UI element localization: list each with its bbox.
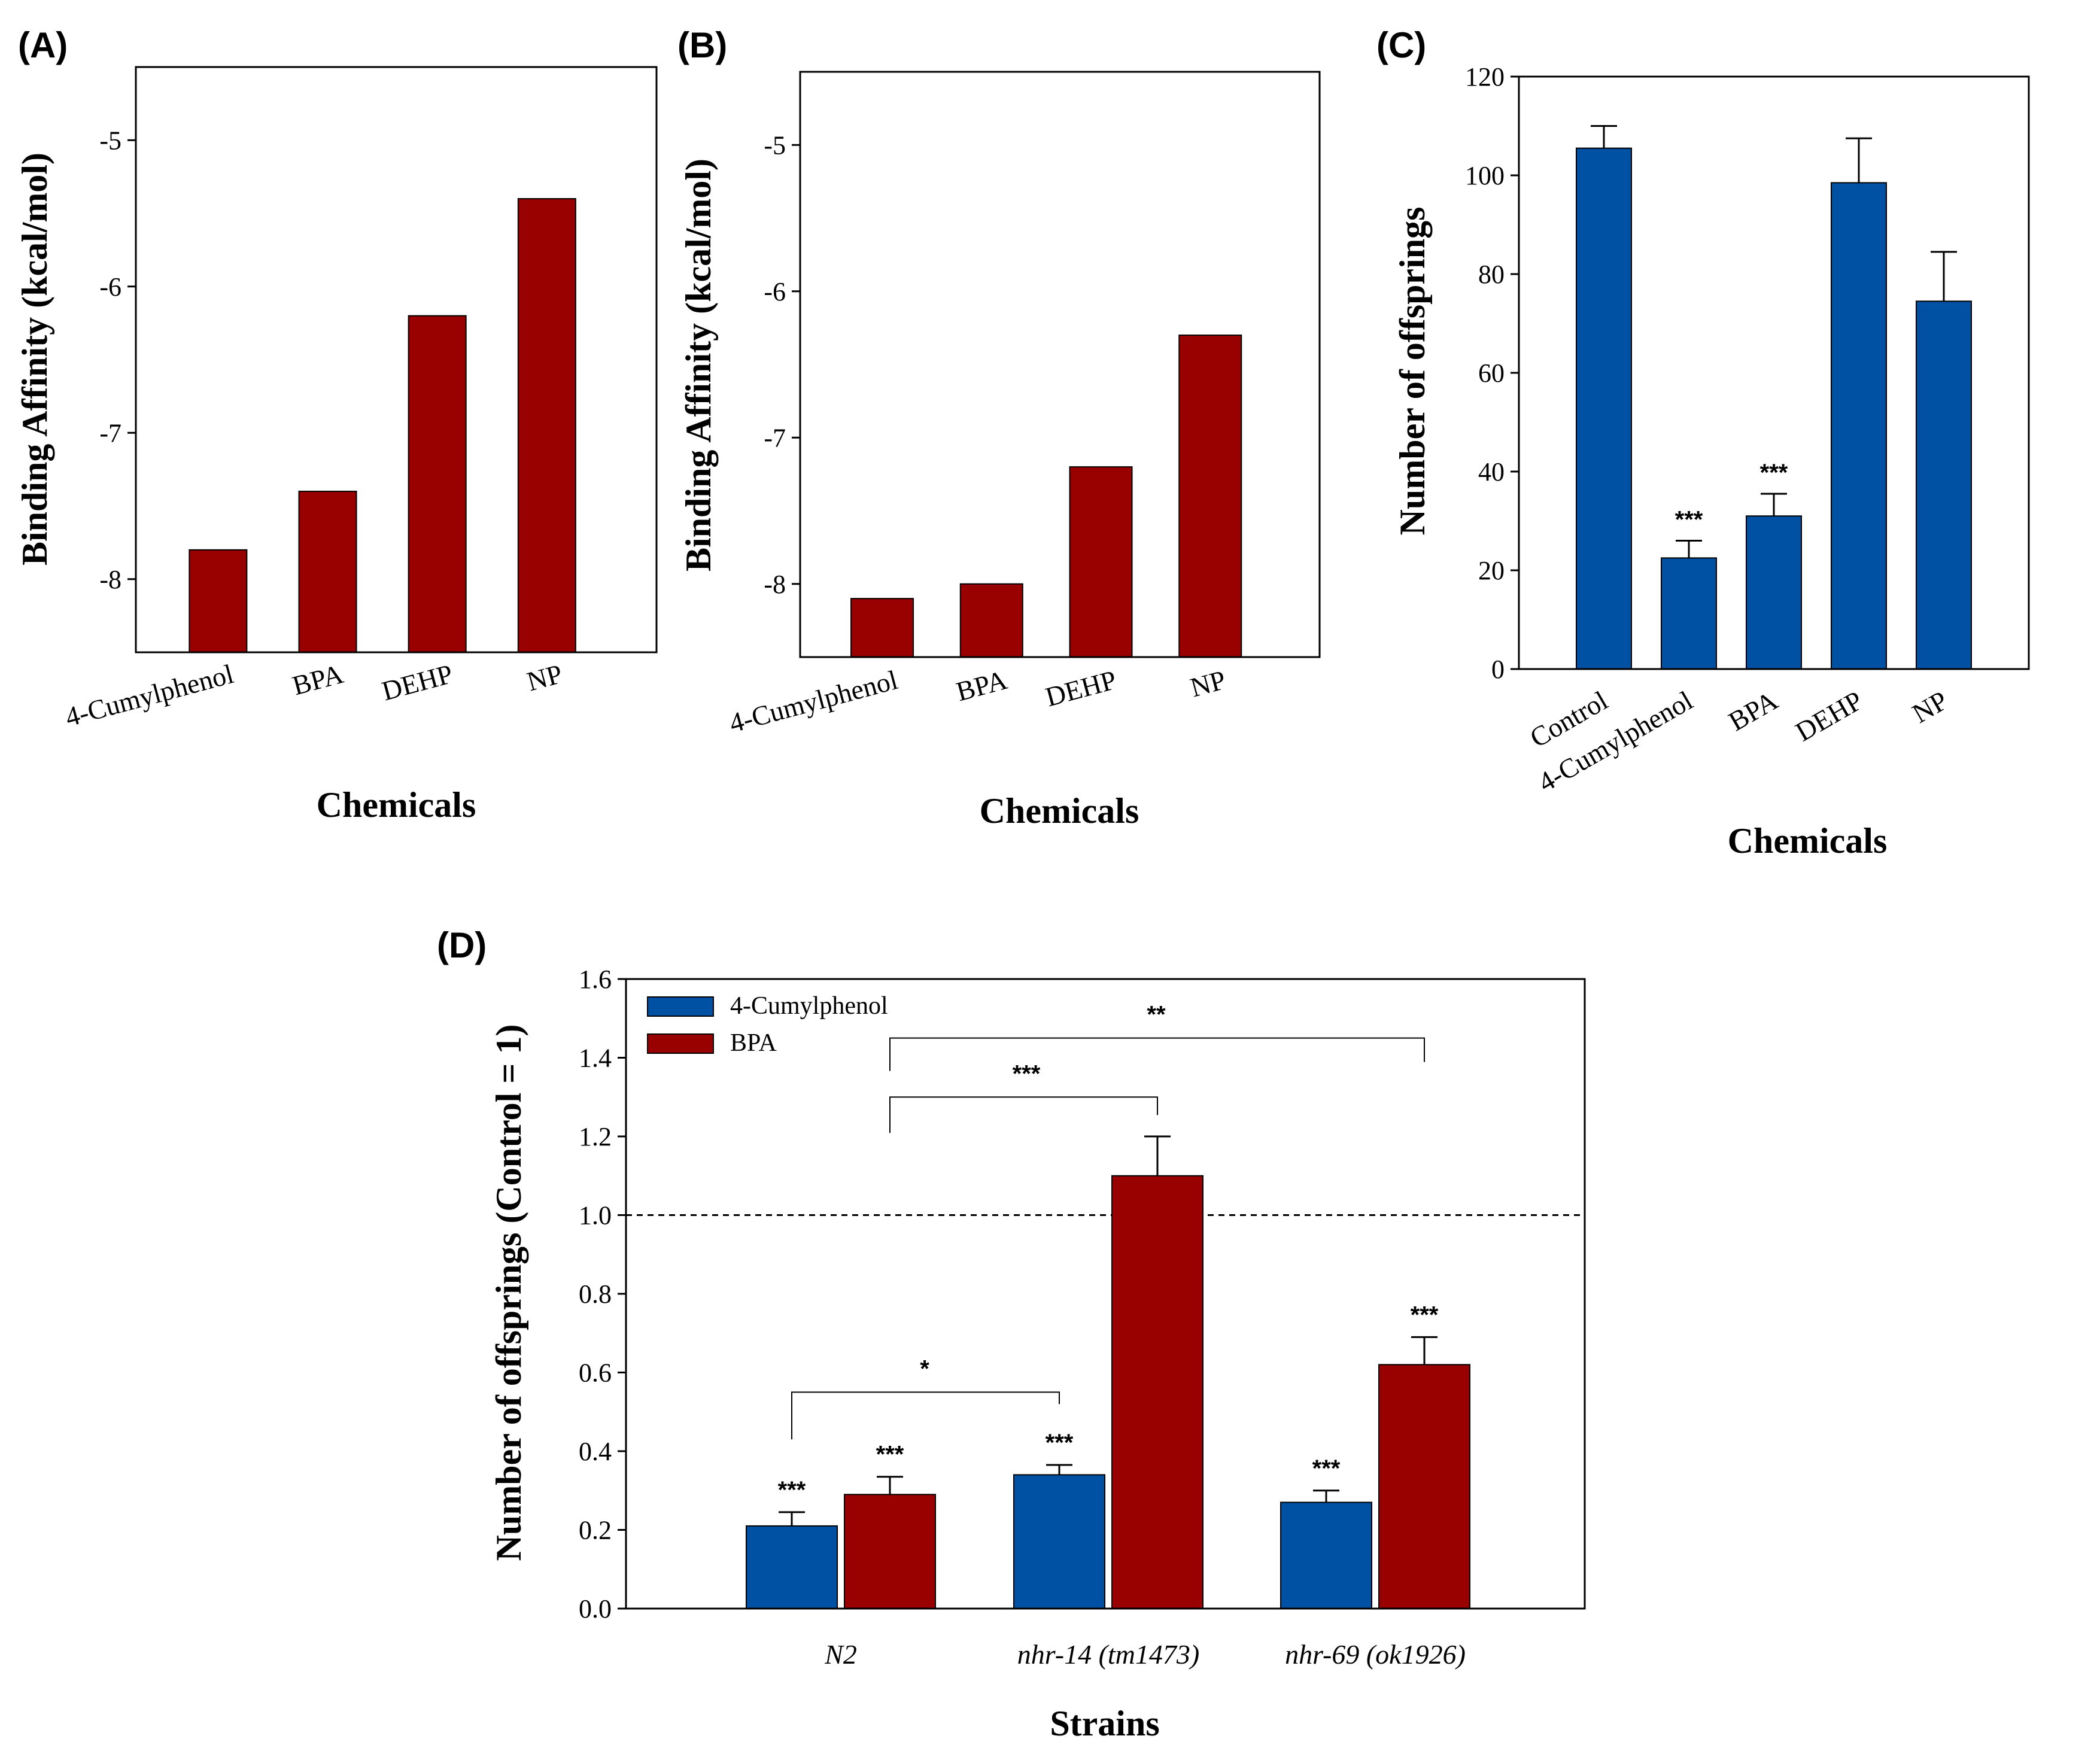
- plot-frame: [799, 71, 1321, 658]
- y-tick-label: -6: [764, 277, 786, 306]
- legend-label: 4-Cumylphenol: [730, 992, 888, 1020]
- comparison-bracket: [889, 1037, 1425, 1071]
- y-tick-label: -5: [99, 126, 121, 155]
- y-tick-label: -6: [99, 272, 121, 302]
- x-axis-title: Strains: [1050, 1704, 1159, 1743]
- y-tick-label: -8: [764, 570, 786, 599]
- legend-swatch: [647, 1033, 714, 1054]
- legend-swatch: [647, 996, 714, 1017]
- bar-bpa-n2: [844, 1494, 936, 1609]
- y-tick-label: 1.4: [579, 1044, 612, 1073]
- bar-dehp: [1069, 466, 1133, 658]
- x-tick-label: NP: [1187, 664, 1229, 703]
- x-tick-label: BPA: [953, 664, 1010, 707]
- y-tick-label: 1.6: [579, 965, 612, 994]
- panel-a: (A) 4-Cumylphenol BPA DEHP NP -8 -7 -6 -5 Binding…: [15, 25, 658, 825]
- x-tick-label: DEHP: [379, 658, 456, 706]
- panel-label: (A): [18, 25, 68, 65]
- significance-label: ***: [1312, 1455, 1341, 1482]
- panel-c: (C)Control***4-Cumylphenol***BPA DEHP NP02…: [1376, 25, 2030, 861]
- bar-4-cumylphenol: [850, 598, 914, 658]
- bar-dehp: [1831, 182, 1887, 670]
- y-tick-label: -7: [99, 418, 121, 448]
- y-tick-label: 0.4: [579, 1437, 612, 1466]
- comparison-bracket: [889, 1096, 1158, 1133]
- x-tick-label: BPA: [1724, 685, 1783, 737]
- y-axis-title: Number of offsprings (Control = 1): [489, 1025, 528, 1561]
- y-tick-label: 0.8: [579, 1279, 612, 1309]
- x-tick-label: nhr-14 (tm1473): [1017, 1639, 1199, 1670]
- bar-np: [1178, 335, 1242, 658]
- legend: 4-Cumylphenol BPA: [647, 992, 888, 1057]
- bar-bpa: [298, 491, 357, 653]
- x-axis-title: Chemicals: [980, 791, 1139, 831]
- comparison-bracket: [791, 1391, 1060, 1440]
- x-axis-title: Chemicals: [1728, 821, 1888, 861]
- bar-np: [1916, 300, 1972, 670]
- bar-4-cumylphenol: [1661, 557, 1717, 670]
- y-tick-label: -7: [764, 423, 786, 452]
- y-tick-label: 40: [1478, 457, 1505, 487]
- panel-label: (D): [437, 925, 487, 965]
- bar-control: [1576, 147, 1632, 670]
- panel-d: (D)*********************0.00.20.40.60.81…: [437, 925, 1586, 1743]
- x-tick-label: NP: [524, 658, 566, 697]
- y-tick-label: 0.2: [579, 1516, 612, 1545]
- bar-4-cumylphenol-nhr-14: [1013, 1474, 1105, 1609]
- bar-4-cumylphenol-n2: [746, 1525, 838, 1610]
- y-tick-label: 100: [1465, 161, 1505, 190]
- y-axis-title: Binding Affinity (kcal/mol): [15, 153, 54, 566]
- y-tick-label: 0.0: [579, 1594, 612, 1624]
- y-axis-title: Binding Affinity (kcal/mol): [679, 159, 718, 571]
- bar-bpa: [1746, 515, 1802, 670]
- x-tick-label: nhr-69 (ok1926): [1285, 1639, 1466, 1670]
- panel-b: (B) 4-Cumylphenol BPA DEHP NP -8 -7 -6 -5 Binding…: [677, 25, 1321, 831]
- significance-label: ***: [1760, 460, 1788, 486]
- panel-label: (C): [1376, 25, 1426, 65]
- x-axis-title: Chemicals: [317, 785, 476, 825]
- significance-label: ***: [1675, 507, 1703, 533]
- bar-bpa-nhr-14: [1111, 1175, 1204, 1609]
- y-tick-label: 60: [1478, 358, 1505, 388]
- significance-label: ***: [1411, 1302, 1439, 1328]
- plot-frame: [135, 66, 658, 653]
- y-tick-label: -5: [764, 130, 786, 160]
- panel-label: (B): [677, 25, 727, 65]
- comparison-label: *: [920, 1355, 929, 1382]
- x-tick-label: BPA: [289, 658, 347, 701]
- legend-label: BPA: [730, 1029, 777, 1057]
- y-tick-label: 0: [1491, 655, 1505, 684]
- y-tick-label: 20: [1478, 556, 1505, 585]
- bar-4-cumylphenol-nhr-69: [1280, 1501, 1372, 1610]
- x-tick-label: NP: [1907, 685, 1953, 729]
- x-tick-label: DEHP: [1790, 685, 1868, 747]
- y-tick-label: 1.2: [579, 1122, 612, 1151]
- significance-label: ***: [876, 1442, 904, 1468]
- y-tick-label: 0.6: [579, 1358, 612, 1388]
- bar-bpa: [959, 583, 1023, 658]
- y-axis-title: Number of offsprings: [1393, 207, 1432, 536]
- y-tick-label: 80: [1478, 260, 1505, 289]
- x-tick-label: 4-Cumylphenol: [62, 658, 236, 732]
- comparison-label: ***: [1013, 1060, 1041, 1087]
- x-tick-label: 4-Cumylphenol: [726, 664, 901, 738]
- bar-bpa-nhr-69: [1378, 1364, 1470, 1610]
- bar-dehp: [408, 315, 467, 653]
- y-tick-label: 120: [1465, 62, 1505, 92]
- bar-4-cumylphenol: [189, 549, 248, 653]
- significance-label: ***: [1046, 1430, 1074, 1456]
- x-tick-label: N2: [824, 1639, 857, 1670]
- y-tick-label: 1.0: [579, 1201, 612, 1230]
- x-tick-label: DEHP: [1043, 664, 1120, 712]
- significance-label: ***: [778, 1477, 806, 1503]
- comparison-label: **: [1147, 1002, 1166, 1028]
- y-tick-label: -8: [99, 565, 121, 594]
- bar-np: [517, 198, 576, 653]
